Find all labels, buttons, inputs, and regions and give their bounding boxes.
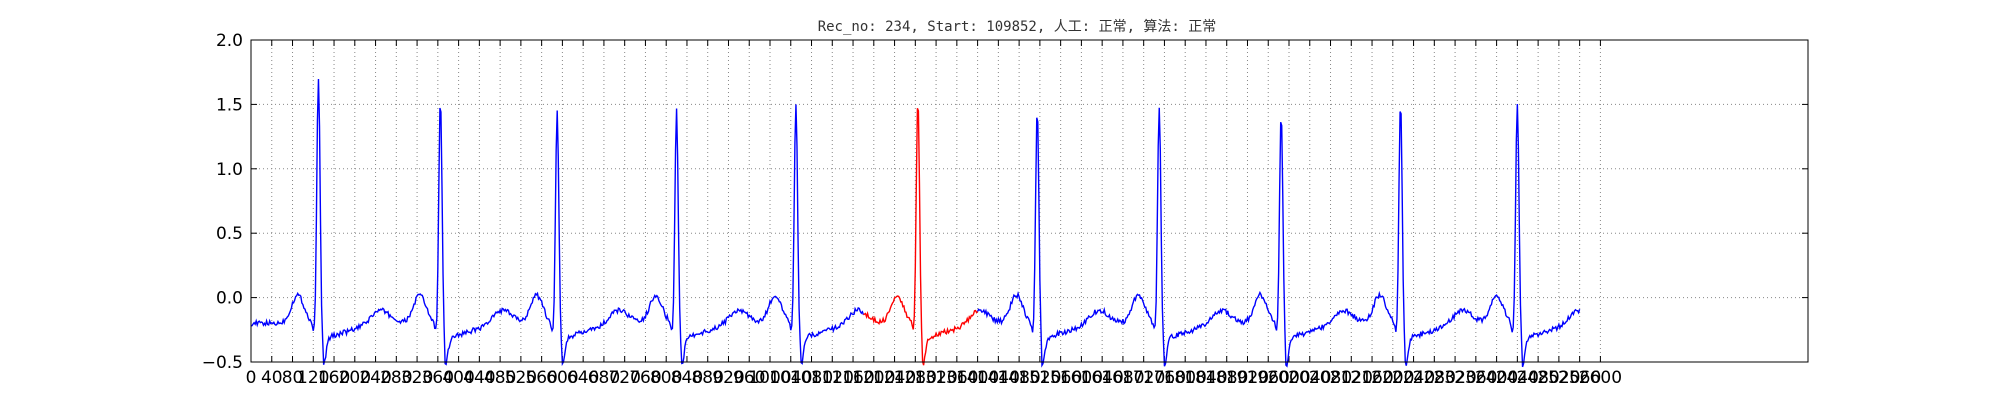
x-tick-label: 2120 bbox=[1330, 368, 1373, 388]
x-tick-label: 1840 bbox=[1184, 368, 1227, 388]
x-tick-label: 1920 bbox=[1226, 368, 1269, 388]
x-tick-label: 2440 bbox=[1496, 368, 1539, 388]
x-tick-label: 2200 bbox=[1371, 368, 1414, 388]
x-axis: 0 40 8012016020024028032036040044048052056… bbox=[246, 40, 1622, 388]
ecg-series-highlight bbox=[863, 108, 979, 366]
x-tick-label: 440 bbox=[463, 368, 495, 388]
x-tick-label: 360 bbox=[422, 368, 454, 388]
x-tick-label: 2040 bbox=[1288, 368, 1331, 388]
x-tick-label: 1240 bbox=[873, 368, 916, 388]
x-tick-label: 320 bbox=[401, 368, 433, 388]
x-tick-label: 1440 bbox=[977, 368, 1020, 388]
y-tick-label: 2.0 bbox=[216, 31, 243, 51]
x-tick-label: 1200 bbox=[852, 368, 895, 388]
signal-lines bbox=[250, 79, 1581, 368]
x-tick-label: 1640 bbox=[1081, 368, 1124, 388]
ecg-series-before bbox=[250, 79, 865, 367]
x-tick-label: 640 bbox=[567, 368, 599, 388]
x-tick-label: 2160 bbox=[1350, 368, 1393, 388]
y-tick-label: 0.0 bbox=[216, 289, 243, 309]
x-tick-label: 160 bbox=[318, 368, 350, 388]
x-tick-label: 1760 bbox=[1143, 368, 1186, 388]
x-tick-label: 480 bbox=[484, 368, 516, 388]
ecg-series-after bbox=[976, 104, 1581, 368]
x-tick-label: 800 bbox=[650, 368, 682, 388]
x-tick-label: 2280 bbox=[1413, 368, 1456, 388]
y-tick-label: 1.5 bbox=[216, 95, 243, 115]
x-tick-label: 2560 bbox=[1558, 368, 1601, 388]
x-tick-label: 1160 bbox=[831, 368, 874, 388]
x-tick-label: 1320 bbox=[914, 368, 957, 388]
x-tick-label: 1520 bbox=[1018, 368, 1061, 388]
x-tick-label: 840 bbox=[671, 368, 703, 388]
x-tick-label: 1720 bbox=[1122, 368, 1165, 388]
y-axis: −0.5 0.0 0.5 1.0 1.5 2.0 bbox=[202, 31, 1808, 373]
x-tick-label: 2000 bbox=[1267, 368, 1310, 388]
x-tick-label: 0 bbox=[246, 368, 257, 388]
x-tick-label: 920 bbox=[712, 368, 744, 388]
x-tick-label: 880 bbox=[691, 368, 723, 388]
x-tick-label: 1680 bbox=[1101, 368, 1144, 388]
y-tick-label: 0.5 bbox=[216, 224, 243, 244]
chart-title: Rec_no: 234, Start: 109852, 人工: 正常, 算法: … bbox=[818, 19, 1217, 35]
x-tick-label: 280 bbox=[380, 368, 412, 388]
x-tick-label: 720 bbox=[608, 368, 640, 388]
x-tick-label: 680 bbox=[588, 368, 620, 388]
x-tick-label: 400 bbox=[442, 368, 474, 388]
x-tick-label: 1960 bbox=[1247, 368, 1290, 388]
x-tick-label: 1120 bbox=[811, 368, 854, 388]
x-tick-label: 1560 bbox=[1039, 368, 1082, 388]
plot-frame bbox=[250, 39, 1809, 363]
x-tick-label: 2360 bbox=[1454, 368, 1497, 388]
x-tick-label: 1040 bbox=[769, 368, 812, 388]
grid-lines bbox=[250, 39, 1808, 363]
x-tick-label: 1280 bbox=[894, 368, 937, 388]
x-tick-label: 1600 bbox=[1060, 368, 1103, 388]
x-tick-label: 1400 bbox=[956, 368, 999, 388]
x-tick-label: 2240 bbox=[1392, 368, 1435, 388]
x-tick-label: 120 bbox=[297, 368, 329, 388]
x-tick-label: 520 bbox=[505, 368, 537, 388]
y-tick-label: 1.0 bbox=[216, 160, 243, 180]
x-tick-label: 200 bbox=[339, 368, 371, 388]
x-tick-label: 2520 bbox=[1537, 368, 1580, 388]
x-tick-label: 2480 bbox=[1516, 368, 1559, 388]
x-tick-label: 1000 bbox=[748, 368, 791, 388]
x-tick-label: 1360 bbox=[935, 368, 978, 388]
x-tick-label: 1800 bbox=[1164, 368, 1207, 388]
x-tick-label: 1880 bbox=[1205, 368, 1248, 388]
x-tick-label: 1480 bbox=[997, 368, 1040, 388]
y-tick-label: −0.5 bbox=[202, 353, 243, 373]
x-tick-label: 40 bbox=[261, 368, 283, 388]
x-tick-label: 2600 bbox=[1579, 368, 1622, 388]
x-tick-label: 240 bbox=[359, 368, 391, 388]
x-tick-label: 600 bbox=[546, 368, 578, 388]
x-tick-label: 2080 bbox=[1309, 368, 1352, 388]
x-tick-label: 2400 bbox=[1475, 368, 1518, 388]
x-tick-label: 760 bbox=[629, 368, 661, 388]
x-tick-label: 960 bbox=[733, 368, 765, 388]
x-tick-label: 1080 bbox=[790, 368, 833, 388]
x-tick-label: 80 bbox=[282, 368, 304, 388]
x-tick-label: 2320 bbox=[1433, 368, 1476, 388]
x-tick-label: 560 bbox=[525, 368, 557, 388]
